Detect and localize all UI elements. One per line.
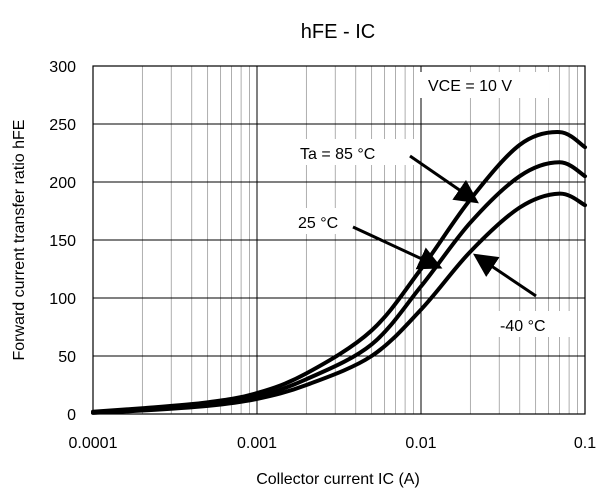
curve-minus40c — [91, 191, 587, 415]
annotation-25: 25 °C — [298, 215, 338, 232]
y-tick-label: 300 — [49, 59, 76, 76]
arrow-25c — [352, 225, 443, 270]
y-tick-label: 100 — [49, 291, 76, 308]
grid — [92, 66, 586, 414]
annotation-85: Ta = 85 °C — [300, 146, 375, 163]
plot-frame — [92, 65, 586, 415]
y-tick-label: 0 — [67, 407, 76, 424]
curves — [91, 130, 587, 415]
tick-labels: 0.0001 0.001 0.01 0.1 0 50 100 150 200 250 300 — [49, 59, 596, 452]
annotation-minus40: -40 °C — [500, 318, 546, 335]
x-tick-label: 0.0001 — [69, 435, 118, 452]
x-tick-label: 0.01 — [405, 435, 436, 452]
x-tick-label: 0.1 — [574, 435, 596, 452]
condition-label-bg — [417, 72, 549, 98]
condition-label: VCE = 10 V — [428, 78, 512, 95]
y-tick-label: 200 — [49, 175, 76, 192]
annotation-25-bg — [288, 208, 352, 234]
y-tick-label: 250 — [49, 117, 76, 134]
y-tick-label: 50 — [58, 349, 76, 366]
annotation-minus40-bg — [490, 311, 570, 337]
curve-85c — [91, 130, 587, 414]
curve-25c — [91, 160, 587, 415]
annotations: Ta = 85 °C 25 °C -40 °C — [288, 139, 570, 337]
x-tick-label: 0.001 — [237, 435, 277, 452]
y-axis-label: Forward current transfer ratio hFE — [11, 120, 28, 361]
y-tick-label: 150 — [49, 233, 76, 250]
arrow-85c — [409, 154, 479, 204]
chart-title: hFE - IC — [301, 21, 375, 43]
annotation-85-bg — [296, 139, 416, 165]
x-axis-label: Collector current IC (A) — [256, 471, 420, 488]
arrow-minus40c — [473, 253, 537, 298]
